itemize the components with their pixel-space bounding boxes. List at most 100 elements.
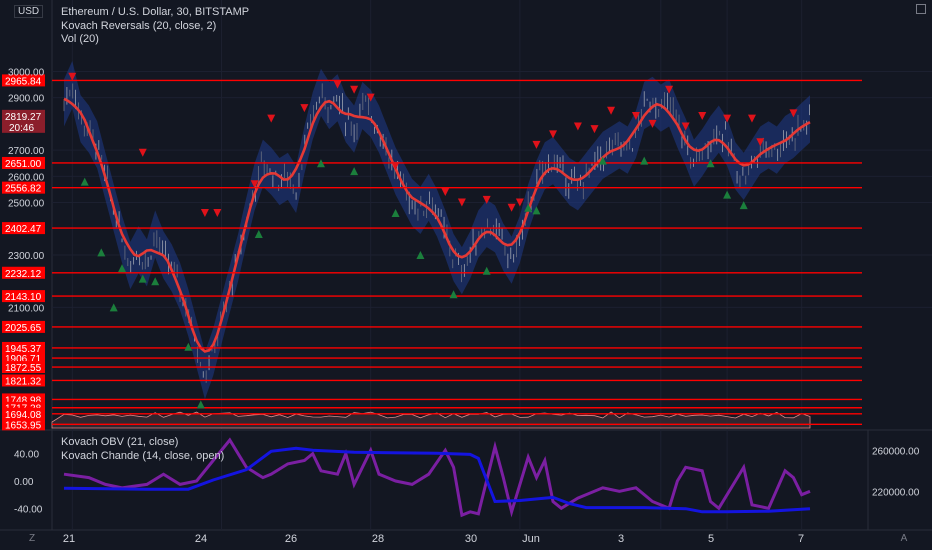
reversal-up-marker xyxy=(151,277,160,286)
reversal-up-marker xyxy=(109,303,118,312)
reversal-down-marker xyxy=(789,109,798,118)
reversal-down-marker xyxy=(631,112,640,121)
reversal-down-marker xyxy=(665,85,674,94)
price-level-label: 2651.00 xyxy=(5,159,42,170)
reversal-down-marker xyxy=(350,85,359,94)
reversal-down-marker xyxy=(573,122,582,131)
price-axis-tick: 2900.00 xyxy=(8,94,45,105)
reversal-down-marker xyxy=(747,114,756,123)
indicator-legend-reversals: Kovach Reversals (20, close, 2) xyxy=(61,20,217,32)
price-level-label: 1906.71 xyxy=(5,354,42,365)
price-axis-tick: 2600.00 xyxy=(8,172,45,183)
obv-axis-tick: 220000.00 xyxy=(872,487,920,498)
time-axis-label: 24 xyxy=(195,533,207,545)
price-level-label: 2556.82 xyxy=(5,184,42,195)
reversal-up-marker xyxy=(482,266,491,275)
reversal-up-marker xyxy=(739,201,748,210)
price-level-label: 1748.98 xyxy=(5,395,42,406)
reversal-up-marker xyxy=(118,264,127,273)
reversal-down-marker xyxy=(532,140,541,149)
current-price-label: 2819.27 xyxy=(5,112,42,123)
price-level-tag xyxy=(2,290,45,303)
reversal-up-marker xyxy=(640,156,649,165)
reversal-up-marker xyxy=(254,230,263,238)
chande-axis-tick: 0.00 xyxy=(14,477,34,488)
reversal-up-marker xyxy=(723,190,732,199)
reversal-up-marker xyxy=(449,290,458,299)
price-axis-tick: 2700.00 xyxy=(8,146,45,157)
price-level-tag xyxy=(2,341,45,354)
price-level-label: 2143.10 xyxy=(5,292,42,303)
current-price-tag xyxy=(2,109,45,133)
countdown-label: 20:46 xyxy=(9,123,34,134)
fullscreen-icon[interactable] xyxy=(916,4,926,14)
price-level-tag xyxy=(2,361,45,374)
time-axis-label: 28 xyxy=(372,533,384,545)
reversal-down-marker xyxy=(482,195,491,204)
obv-line xyxy=(63,446,811,514)
chande-line xyxy=(63,437,811,518)
price-level-label: 2402.47 xyxy=(5,224,42,235)
price-axis-tick: 3000.00 xyxy=(8,67,45,78)
price-level-label: 1694.08 xyxy=(5,410,42,421)
price-level-tag xyxy=(2,222,45,235)
price-level-tag xyxy=(2,374,45,387)
time-axis-label: 21 xyxy=(63,533,75,545)
reversal-down-marker xyxy=(698,112,707,121)
price-level-label: 1653.95 xyxy=(5,420,42,431)
price-axis-tick: 2500.00 xyxy=(8,199,45,210)
reversal-down-marker xyxy=(441,188,450,197)
symbol-title: Ethereum / U.S. Dollar, 30, BITSTAMP xyxy=(61,6,250,18)
reversal-down-marker xyxy=(391,161,400,170)
reversal-down-marker xyxy=(507,203,516,212)
chande-axis-tick: -40.00 xyxy=(14,504,43,515)
auto-scale-button[interactable]: A xyxy=(900,533,908,544)
time-axis-label: 30 xyxy=(465,533,477,545)
indicator-legend-chande: Kovach Chande (14, close, open) xyxy=(61,450,225,462)
price-level-tag xyxy=(2,320,45,333)
price-level-tag xyxy=(2,74,45,87)
reversal-down-marker xyxy=(213,209,222,218)
reversal-down-marker xyxy=(515,198,524,207)
reversal-up-marker xyxy=(97,248,106,257)
reversal-down-marker xyxy=(138,148,147,157)
reversal-down-marker xyxy=(457,198,466,207)
chande-axis-tick: 40.00 xyxy=(14,450,39,461)
reversal-up-marker xyxy=(391,209,400,218)
price-level-label: 1945.37 xyxy=(5,344,42,355)
reversal-down-marker xyxy=(681,122,690,131)
time-axis-label: 5 xyxy=(708,533,714,545)
reversal-up-marker xyxy=(138,274,147,283)
reversal-up-marker xyxy=(80,177,89,186)
price-level-label: 1821.32 xyxy=(5,376,42,387)
reversal-up-marker xyxy=(316,159,325,168)
price-level-tag xyxy=(2,181,45,194)
time-axis-label: 3 xyxy=(618,533,624,545)
reversal-down-marker xyxy=(267,114,276,123)
reversal-down-marker xyxy=(200,209,209,218)
reversal-down-marker xyxy=(590,125,599,134)
reversal-up-marker xyxy=(524,203,533,212)
price-level-tag xyxy=(2,156,45,169)
reversal-up-marker xyxy=(598,156,607,165)
reversal-down-marker xyxy=(366,93,375,102)
indicator-legend-obv: Kovach OBV (21, close) xyxy=(61,436,179,448)
price-level-tag xyxy=(2,266,45,279)
time-axis-label: 26 xyxy=(285,533,297,545)
reversal-up-marker xyxy=(706,159,715,168)
indicator-legend-volume: Vol (20) xyxy=(61,33,99,45)
reversal-down-marker xyxy=(250,180,259,189)
reversal-up-marker xyxy=(350,167,359,176)
price-level-label: 2232.12 xyxy=(5,269,42,280)
currency-label[interactable]: USD xyxy=(14,5,44,18)
reversal-down-marker xyxy=(68,72,77,81)
price-level-tag xyxy=(2,418,45,431)
reversal-up-marker xyxy=(184,342,193,351)
reversal-down-marker xyxy=(756,138,765,147)
reversal-down-marker xyxy=(300,104,309,113)
reversal-down-marker xyxy=(648,119,657,128)
price-level-tag xyxy=(2,407,45,420)
zoom-button[interactable]: Z xyxy=(28,533,36,544)
price-level-label: 2025.65 xyxy=(5,323,42,334)
